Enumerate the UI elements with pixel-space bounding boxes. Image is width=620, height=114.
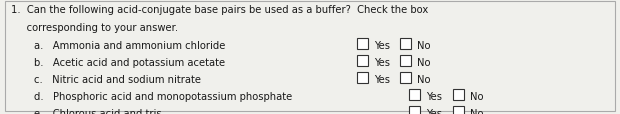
Text: Yes: Yes (374, 74, 390, 84)
Bar (400, 39, 411, 50)
Text: a.   Ammonia and ammonium chloride: a. Ammonia and ammonium chloride (34, 40, 226, 50)
Bar (356, 39, 368, 50)
Bar (409, 89, 420, 100)
Text: No: No (417, 74, 431, 84)
Text: e.   Chlorous acid and tris: e. Chlorous acid and tris (34, 108, 162, 114)
Text: Yes: Yes (374, 57, 390, 67)
Bar (453, 106, 464, 114)
Bar (400, 73, 411, 83)
Bar (356, 56, 368, 67)
Text: d.   Phosphoric acid and monopotassium phosphate: d. Phosphoric acid and monopotassium pho… (34, 91, 293, 101)
Text: 1.  Can the following acid-conjugate base pairs be used as a buffer?  Check the : 1. Can the following acid-conjugate base… (11, 5, 428, 15)
Text: c.   Nitric acid and sodium nitrate: c. Nitric acid and sodium nitrate (34, 74, 201, 84)
Text: No: No (470, 91, 484, 101)
Text: No: No (417, 40, 431, 50)
Text: No: No (470, 108, 484, 114)
Bar (400, 56, 411, 67)
Text: Yes: Yes (427, 91, 443, 101)
Text: Yes: Yes (374, 40, 390, 50)
Bar (409, 106, 420, 114)
Text: No: No (417, 57, 431, 67)
Text: corresponding to your answer.: corresponding to your answer. (11, 23, 179, 33)
Bar (356, 73, 368, 83)
Text: b.   Acetic acid and potassium acetate: b. Acetic acid and potassium acetate (34, 57, 225, 67)
Bar (453, 89, 464, 100)
Text: Yes: Yes (427, 108, 443, 114)
